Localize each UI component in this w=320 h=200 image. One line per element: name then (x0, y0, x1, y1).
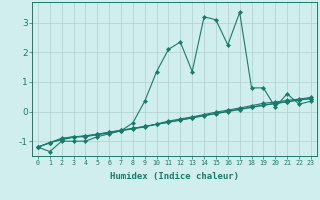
X-axis label: Humidex (Indice chaleur): Humidex (Indice chaleur) (110, 172, 239, 181)
